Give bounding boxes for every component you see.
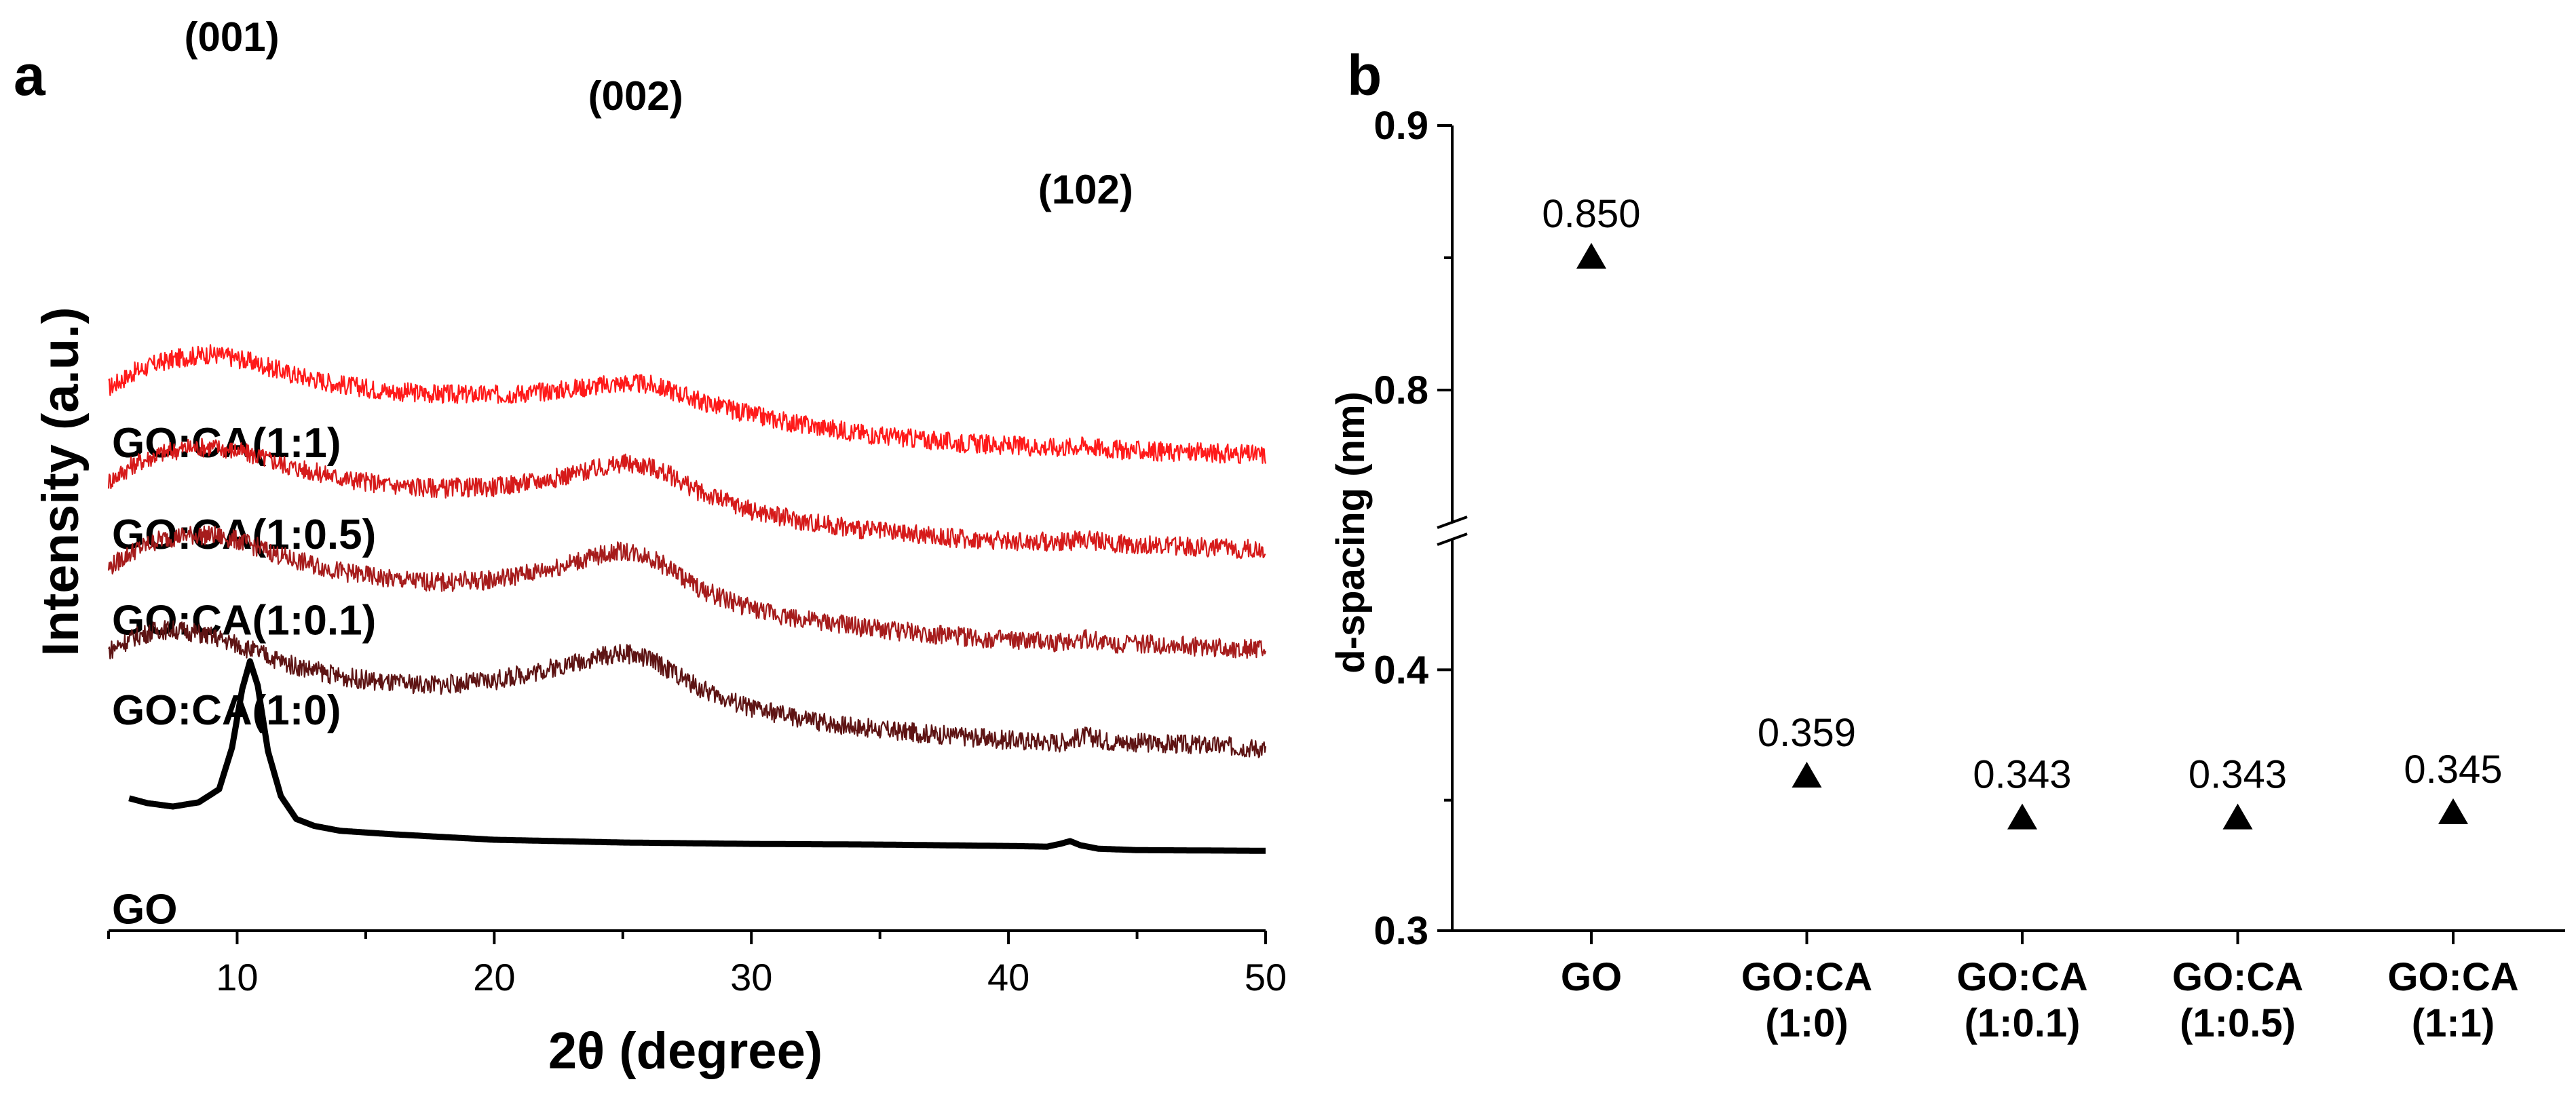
value-label: 0.343 bbox=[2189, 753, 2287, 797]
category-label: GO:CA bbox=[2172, 955, 2303, 999]
value-label: 0.850 bbox=[1542, 192, 1640, 236]
axis-break-mark bbox=[1437, 532, 1468, 546]
category-label: (1:0) bbox=[1765, 1001, 1848, 1045]
category-labels: GO GO:CA(1:0)GO:CA(1:0.1)GO:CA(1:0.5)GO:C… bbox=[1561, 955, 2519, 1045]
y-axis-label: Intensity (a.u.) bbox=[32, 307, 90, 656]
data-point-triangle bbox=[2438, 798, 2468, 824]
peak-label: (001) bbox=[185, 14, 280, 60]
category-label: GO:CA bbox=[1741, 955, 1872, 999]
series-line bbox=[107, 438, 1266, 560]
d-spacing-points: 0.850 0.359 0.343 0.343 0.345 bbox=[1542, 192, 2503, 830]
x-tick-label: 50 bbox=[1245, 956, 1287, 999]
series-line bbox=[108, 344, 1267, 464]
axis-break-mark bbox=[1437, 516, 1468, 529]
category-label: GO:CA bbox=[2387, 955, 2518, 999]
series-label: GO bbox=[112, 886, 177, 933]
peak-annotations: (001) (002) (102) bbox=[185, 14, 1133, 212]
peak-label: (102) bbox=[1038, 167, 1133, 212]
series-line bbox=[107, 525, 1267, 659]
data-point-triangle bbox=[1792, 762, 1822, 788]
category-label: (1:1) bbox=[2412, 1001, 2495, 1045]
x-ticks: 10 20 30 40 50 bbox=[107, 931, 1287, 999]
peak-label: (002) bbox=[588, 73, 683, 119]
x-tick-label: 20 bbox=[473, 956, 515, 999]
category-label: GO:CA bbox=[1956, 955, 2087, 999]
series-line bbox=[127, 658, 1268, 854]
y-tick-label: 0.9 bbox=[1374, 104, 1428, 148]
category-label: (1:0.1) bbox=[1965, 1001, 2081, 1045]
y-axis-label-b: d-spacing (nm) bbox=[1329, 391, 1373, 674]
d-spacing-axes: 0.3 0.4 0.8 0.9 bbox=[1374, 104, 2565, 953]
y-tick-label: 0.4 bbox=[1374, 648, 1428, 692]
y-tick-label: 0.8 bbox=[1374, 368, 1428, 412]
panel-b-label: b bbox=[1347, 43, 1382, 107]
xrd-series-group: GO:CA(1:1)GO:CA(1:0.5)GO:CA(1:0.1)GO:CA(… bbox=[107, 344, 1268, 933]
data-point-triangle bbox=[1576, 243, 1606, 269]
x-axis-label: 2θ (degree) bbox=[548, 1022, 822, 1080]
panel-a-label: a bbox=[14, 43, 46, 107]
series-line bbox=[108, 620, 1267, 758]
category-label: GO bbox=[1561, 955, 1622, 999]
y-tick-label: 0.3 bbox=[1374, 909, 1428, 953]
x-tick-label: 30 bbox=[730, 956, 772, 999]
category-label: (1:0.5) bbox=[2180, 1001, 2296, 1045]
series-label: GO:CA(1:0) bbox=[112, 687, 341, 734]
series-label: GO:CA(1:0.1) bbox=[112, 597, 376, 644]
data-point-triangle bbox=[2007, 803, 2037, 830]
value-label: 0.343 bbox=[1973, 753, 2071, 797]
value-label: 0.359 bbox=[1758, 711, 1856, 755]
data-point-triangle bbox=[2222, 803, 2253, 830]
x-tick-label: 10 bbox=[216, 956, 258, 999]
x-tick-label: 40 bbox=[987, 956, 1029, 999]
d-spacing-panel: 0.3 0.4 0.8 0.9 0.850 0.359 0.343 0.343 0.345 G… bbox=[1329, 104, 2565, 1045]
value-label: 0.345 bbox=[2404, 748, 2502, 792]
xrd-panel: GO:CA(1:1)GO:CA(1:0.5)GO:CA(1:0.1)GO:CA(… bbox=[32, 14, 1287, 1080]
